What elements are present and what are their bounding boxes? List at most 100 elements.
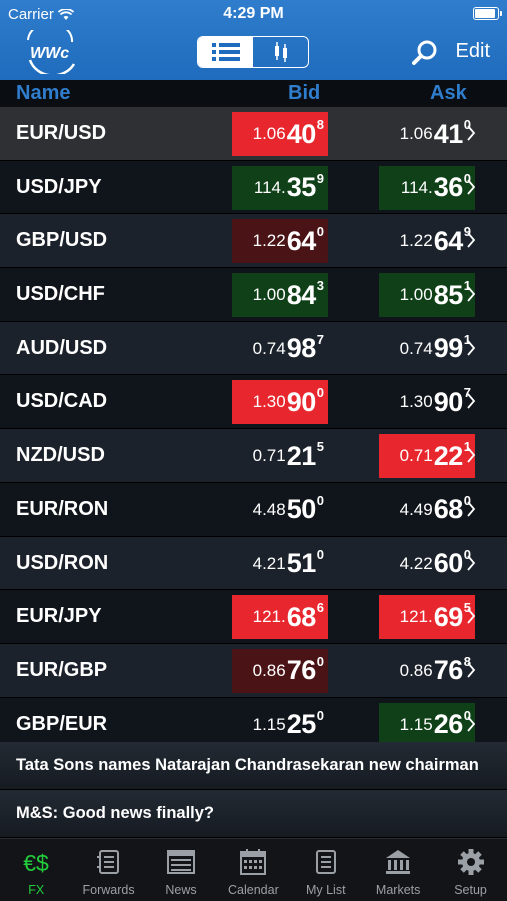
calendar-icon: [240, 849, 267, 875]
tab-calendar[interactable]: Calendar: [217, 839, 289, 901]
news-item[interactable]: Tata Sons names Natarajan Chandrasekaran…: [0, 742, 507, 790]
search-icon[interactable]: [412, 40, 438, 66]
bid-price[interactable]: 4.48 50 0: [232, 488, 328, 532]
bid-price[interactable]: 114. 35 9: [232, 165, 328, 210]
tab-forwards[interactable]: Forwards: [72, 839, 144, 901]
top-bar: Carrier 4:29 PM WWc Edit: [0, 0, 507, 80]
my-list-icon: [315, 850, 336, 874]
ask-price-small: 1.00: [399, 285, 433, 305]
ask-price[interactable]: 1.15 26 0: [379, 702, 475, 747]
tab-fx[interactable]: €$ FX: [0, 839, 72, 901]
quote-row-gbp-usd[interactable]: GBP/USD 1.22 64 0 1.22 64 9: [0, 214, 507, 269]
bid-price-big: 90: [286, 386, 317, 417]
wwc-logo[interactable]: WWc: [22, 30, 82, 74]
bid-price[interactable]: 1.15 25 0: [232, 703, 328, 747]
quote-row-eur-jpy[interactable]: EUR/JPY 121. 68 6 121. 69 5: [0, 590, 507, 644]
ask-price[interactable]: 1.22 64 9: [379, 219, 475, 263]
carrier-label: Carrier: [8, 6, 54, 23]
ask-price-pip: 1: [463, 278, 471, 294]
chevron-right-icon: [467, 608, 476, 624]
view-toggle[interactable]: [197, 36, 309, 68]
bid-price-small: 0.86: [252, 660, 286, 680]
ask-price-pip: 0: [463, 492, 471, 508]
svg-text:€$: €$: [23, 850, 49, 876]
bid-price[interactable]: 121. 68 6: [232, 595, 328, 640]
currency-pair: EUR/GBP: [16, 658, 108, 681]
ask-price-small: 1.06: [399, 124, 433, 143]
tab-label: Calendar: [228, 883, 279, 897]
bid-price[interactable]: 1.30 90 0: [232, 380, 328, 425]
tab-my-list[interactable]: My List: [290, 839, 362, 901]
bid-price[interactable]: 0.71 21 5: [232, 434, 328, 478]
bid-price-pip: 0: [316, 224, 324, 240]
quote-row-usd-jpy[interactable]: USD/JPY 114. 35 9 114. 36 0: [0, 160, 507, 215]
ask-price[interactable]: 114. 36 0: [379, 165, 475, 210]
currency-pair: USD/CAD: [16, 390, 108, 413]
ask-price-small: 0.86: [399, 660, 433, 680]
list-view-button[interactable]: [198, 37, 253, 67]
chart-view-button[interactable]: [253, 37, 308, 67]
edit-button[interactable]: Edit: [455, 40, 490, 62]
ask-price[interactable]: 0.86 76 8: [379, 649, 475, 693]
ask-price-pip: 0: [463, 707, 471, 723]
tab-news[interactable]: News: [145, 839, 217, 901]
tab-markets[interactable]: Markets: [362, 839, 434, 901]
quote-row-eur-ron[interactable]: EUR/RON 4.48 50 0 4.49 68 0: [0, 482, 507, 537]
ask-price-pip: 1: [463, 439, 471, 455]
quote-row-eur-gbp[interactable]: EUR/GBP 0.86 76 0 0.86 76 8: [0, 643, 507, 698]
currency-pair: EUR/JPY: [16, 605, 102, 628]
battery-icon: [473, 7, 502, 20]
ask-price[interactable]: 1.06 41 0: [379, 112, 475, 156]
bid-price[interactable]: 0.74 98 7: [232, 327, 328, 371]
column-name[interactable]: Name: [16, 82, 71, 104]
quote-row-nzd-usd[interactable]: NZD/USD 0.71 21 5 0.71 22 1: [0, 429, 507, 483]
currency-pair: USD/JPY: [16, 175, 102, 198]
ask-price[interactable]: 4.49 68 0: [379, 488, 475, 532]
column-bid[interactable]: Bid: [288, 82, 321, 104]
bid-price-pip: 0: [316, 492, 324, 508]
tab-label: Forwards: [82, 883, 135, 897]
svg-text:WWc: WWc: [30, 45, 69, 62]
tab-setup[interactable]: Setup: [434, 839, 506, 901]
ask-price[interactable]: 0.71 22 1: [379, 434, 475, 479]
ask-price[interactable]: 121. 69 5: [379, 595, 475, 640]
bid-price[interactable]: 4.21 51 0: [232, 542, 328, 586]
fx-currency-icon: €$: [23, 850, 49, 876]
bid-price-small: 1.15: [252, 714, 286, 734]
bid-price[interactable]: 0.86 76 0: [232, 648, 328, 693]
quote-row-usd-ron[interactable]: USD/RON 4.21 51 0 4.22 60 0: [0, 536, 507, 591]
ask-price-pip: 5: [463, 600, 471, 616]
quote-row-usd-chf[interactable]: USD/CHF 1.00 84 3 1.00 85 1: [0, 268, 507, 322]
bid-price-pip: 0: [316, 707, 324, 723]
chevron-right-icon: [467, 554, 476, 571]
ask-price[interactable]: 0.74 99 1: [379, 327, 475, 371]
ask-price-small: 0.71: [399, 446, 433, 466]
news-item[interactable]: M&S: Good news finally?: [0, 790, 507, 838]
ask-price[interactable]: 1.30 90 7: [379, 380, 475, 424]
bid-price[interactable]: 1.22 64 0: [232, 219, 328, 264]
bid-price-big: 68: [286, 601, 317, 632]
bid-price-pip: 0: [316, 546, 324, 562]
status-bar: Carrier 4:29 PM: [0, 0, 507, 28]
bid-price-small: 1.22: [252, 231, 286, 251]
column-ask[interactable]: Ask: [430, 82, 467, 104]
tab-label: News: [165, 883, 197, 897]
chevron-right-icon: [467, 393, 476, 410]
quote-row-usd-cad[interactable]: USD/CAD 1.30 90 0 1.30 90 7: [0, 375, 507, 430]
chevron-right-icon: [467, 662, 476, 678]
bid-price-small: 0.74: [252, 338, 286, 358]
ask-price[interactable]: 1.00 85 1: [379, 273, 475, 318]
quote-row-eur-usd[interactable]: EUR/USD 1.06 40 8 1.06 41 0: [0, 107, 507, 161]
ask-price-small: 0.74: [399, 338, 433, 358]
chevron-right-icon: [467, 286, 476, 302]
news-ticker: Tata Sons names Natarajan Chandrasekaran…: [0, 742, 507, 838]
chevron-right-icon: [467, 232, 476, 248]
tab-label: FX: [28, 883, 45, 897]
bid-price[interactable]: 1.06 40 8: [232, 112, 328, 156]
quote-row-aud-usd[interactable]: AUD/USD 0.74 98 7 0.74 99 1: [0, 321, 507, 376]
bid-price[interactable]: 1.00 84 3: [232, 273, 328, 318]
ask-price[interactable]: 4.22 60 0: [379, 542, 475, 586]
bid-price-big: 50: [286, 494, 317, 525]
bid-price-small: 4.21: [252, 553, 286, 573]
bid-price-small: 1.30: [252, 392, 286, 412]
